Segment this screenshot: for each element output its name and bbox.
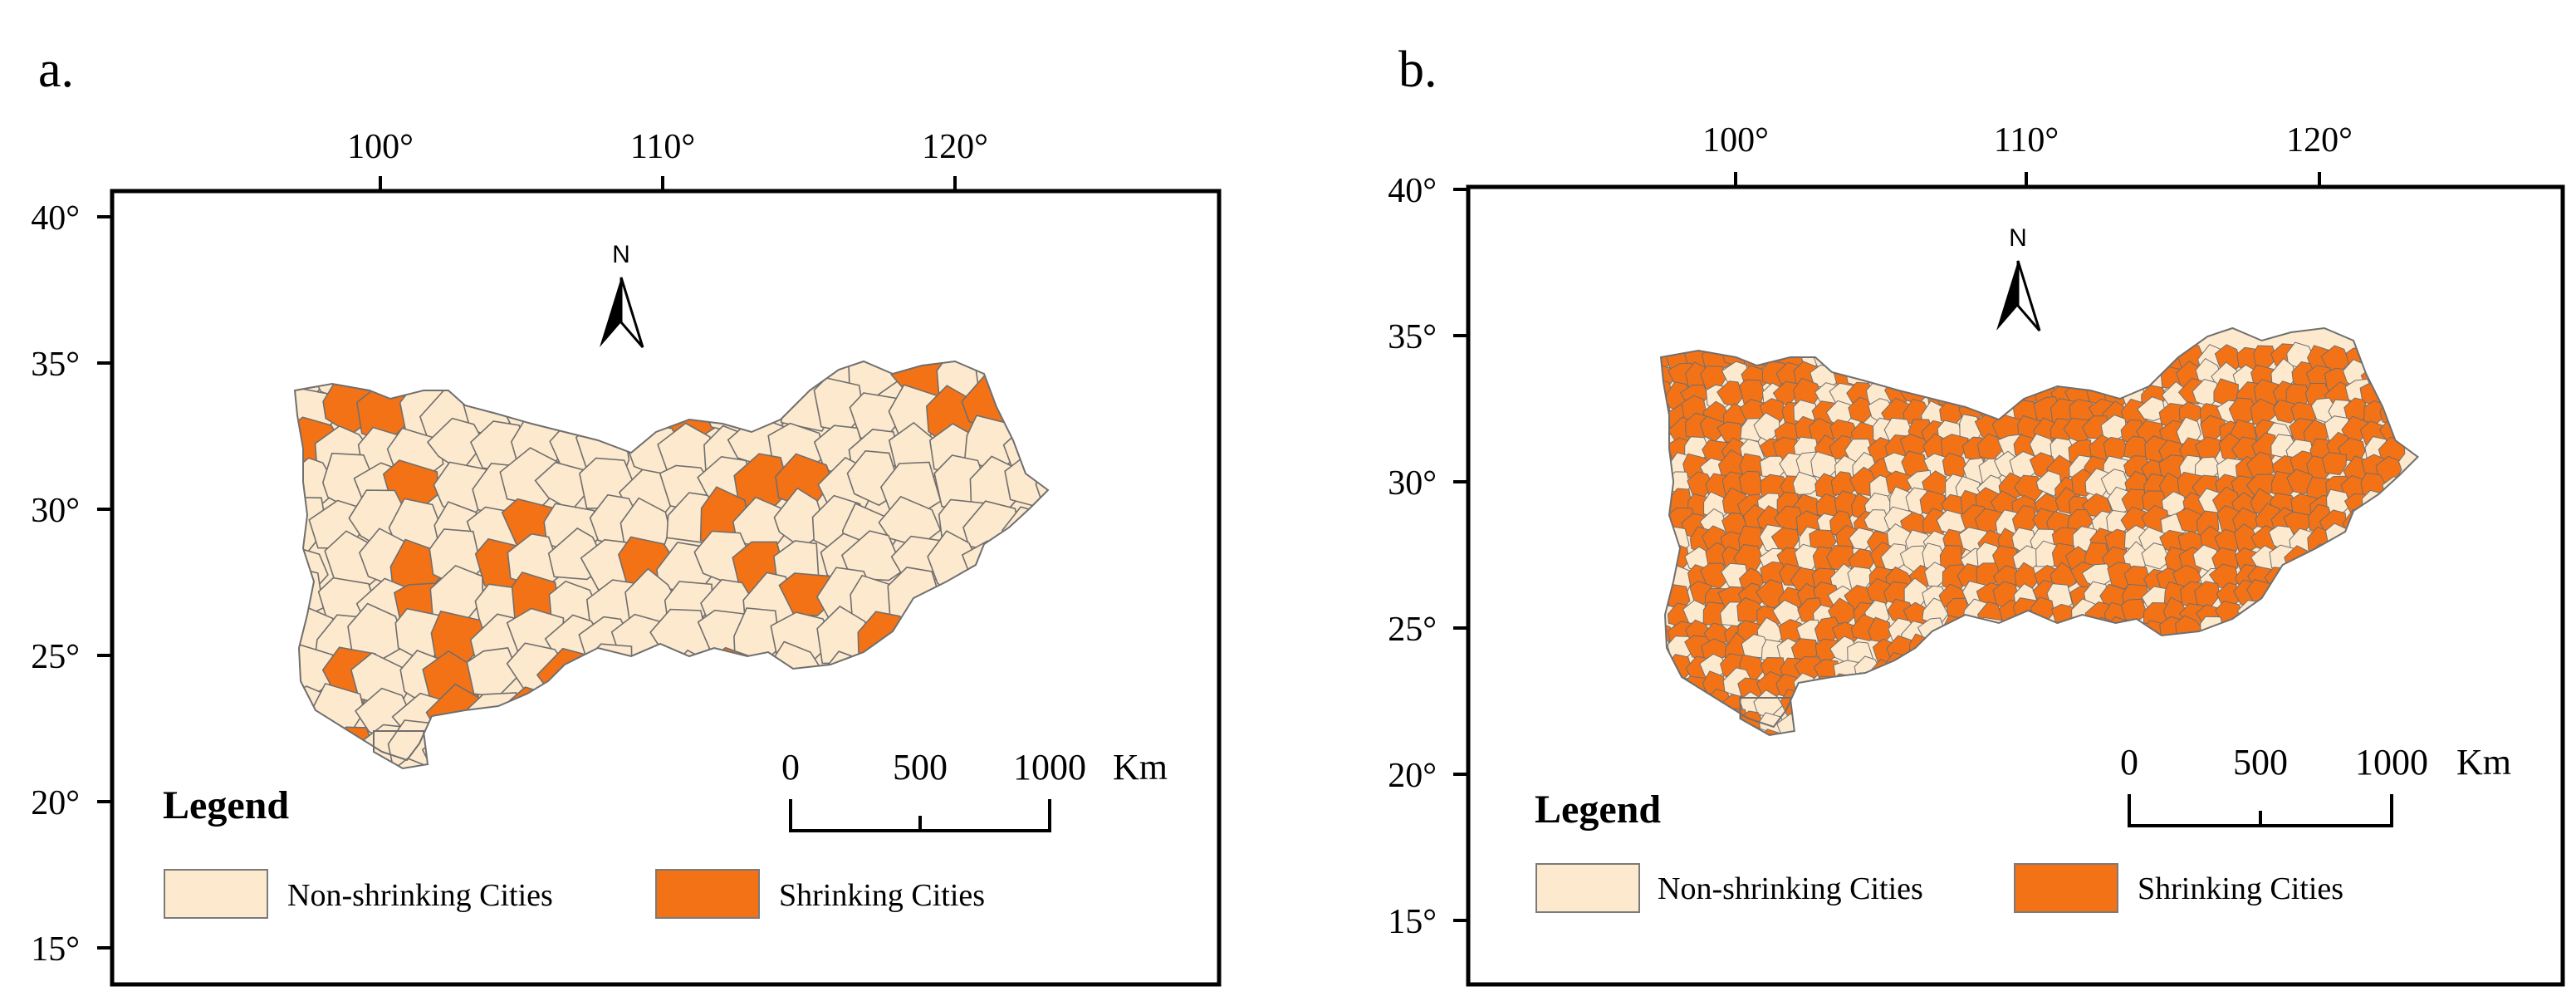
legend-label-shrinking: Shrinking Cities: [779, 878, 985, 913]
panel-a: a. 100° 110° 120° 40° 35° 30° 25° 20° 15…: [31, 42, 1222, 987]
legend-label-non-shrinking: Non-shrinking Cities: [1658, 871, 1923, 906]
city-polygon: [840, 530, 904, 582]
scale-tick-label: 1000: [1013, 747, 1086, 788]
scale-unit: Km: [1113, 747, 1168, 788]
city-polygon: [1792, 471, 1821, 496]
lat-tick-label: 15°: [1388, 903, 1437, 941]
scale-tick-label: 500: [2233, 742, 2288, 783]
city-polygon: [2176, 508, 2205, 533]
lon-tick-label: 120°: [922, 128, 988, 166]
legend-swatch-shrinking: [655, 869, 760, 919]
lat-tick-label: 40°: [31, 199, 80, 238]
scale-tick-label: 0: [2120, 742, 2138, 783]
lon-tick-label: 120°: [2286, 121, 2353, 159]
lon-tick-label: 100°: [1702, 121, 1769, 159]
city-polygon: [1848, 396, 1875, 424]
lat-tick-label: 35°: [31, 346, 80, 384]
north-label: N: [2009, 224, 2027, 252]
lat-ticks-b: 40° 35° 30° 25° 20° 15°: [1388, 172, 1468, 941]
north-arrow-icon: [1996, 261, 2018, 331]
lat-tick-label: 20°: [31, 784, 80, 822]
lat-ticks-a: 40° 35° 30° 25° 20° 15°: [31, 199, 112, 969]
north-arrow-icon: [600, 277, 621, 347]
lat-tick-label: 25°: [1388, 611, 1437, 649]
legend-label-non-shrinking: Non-shrinking Cities: [287, 878, 553, 913]
lon-ticks-a: 100° 110° 120°: [347, 128, 988, 191]
lat-tick-label: 20°: [1388, 757, 1437, 795]
city-polygon: [2321, 451, 2348, 476]
legend-title: Legend: [1535, 788, 1661, 832]
lat-tick-label: 25°: [31, 638, 80, 676]
scale-tick-label: 500: [893, 747, 948, 788]
panel-label-b: b.: [1398, 42, 1437, 98]
scale-bar-b: 0 500 1000 Km: [2120, 742, 2511, 827]
city-polygon: [2233, 523, 2261, 552]
city-polygon: [2141, 542, 2171, 570]
scale-tick-label: 1000: [2355, 742, 2428, 783]
panel-label-a: a.: [38, 42, 74, 98]
scale-tick-label: 0: [781, 747, 800, 788]
panel-b: b. 100° 110° 120° 40° 35° 30° 25° 20° 15…: [1388, 42, 2565, 987]
lon-ticks-b: 100° 110° 120°: [1702, 121, 2353, 187]
north-label: N: [612, 241, 630, 268]
north-arrow-b: N: [1996, 224, 2041, 331]
legend-swatch-shrinking: [2014, 863, 2118, 913]
city-polygon: [2137, 396, 2167, 422]
legend-swatch-non-shrinking: [164, 869, 268, 919]
lat-tick-label: 15°: [31, 930, 80, 969]
legend-b: Legend Non-shrinking Cities Shrinking Ci…: [1535, 788, 2343, 913]
legend-label-shrinking: Shrinking Cities: [2138, 871, 2343, 906]
lon-tick-label: 110°: [1994, 121, 2059, 159]
lat-tick-label: 35°: [1388, 318, 1437, 356]
lat-tick-label: 40°: [1388, 172, 1437, 210]
lon-tick-label: 110°: [630, 128, 695, 166]
city-polygon: [1035, 459, 1048, 513]
legend-title: Legend: [163, 783, 289, 827]
lon-tick-label: 100°: [347, 128, 414, 166]
legend-swatch-non-shrinking: [1535, 863, 1640, 913]
city-polygon: [1863, 509, 1893, 533]
north-arrow-a: N: [600, 241, 644, 348]
lat-tick-label: 30°: [31, 492, 80, 530]
scale-bar-a: 0 500 1000 Km: [781, 747, 1168, 832]
legend-a: Legend Non-shrinking Cities Shrinking Ci…: [163, 783, 985, 919]
scale-unit: Km: [2456, 742, 2511, 783]
lat-tick-label: 30°: [1388, 464, 1437, 503]
